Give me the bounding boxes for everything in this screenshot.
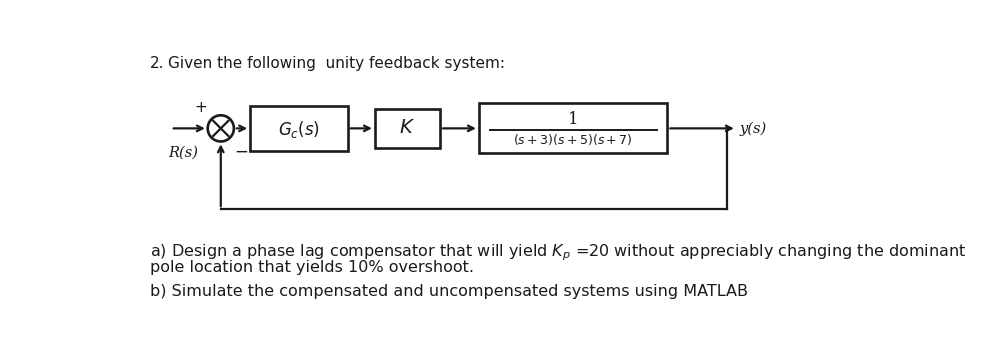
Text: y(s): y(s) [740, 121, 767, 135]
Text: $G_c(s)$: $G_c(s)$ [278, 119, 320, 140]
Text: −: − [235, 143, 249, 161]
Text: b) Simulate the compensated and uncompensated systems using MATLAB: b) Simulate the compensated and uncompen… [150, 284, 748, 299]
Text: 2.: 2. [150, 56, 164, 71]
Text: $(s+3)(s+5)(s+7)$: $(s+3)(s+5)(s+7)$ [514, 132, 632, 147]
Text: +: + [194, 99, 206, 115]
Text: pole location that yields 10% overshoot.: pole location that yields 10% overshoot. [150, 260, 474, 275]
Bar [250, 106, 347, 151]
Text: $K$: $K$ [400, 119, 416, 137]
Bar [478, 103, 668, 153]
Text: R(s): R(s) [168, 145, 198, 159]
Text: a) Design a phase lag compensator that will yield $K_p$ =20 without appreciably : a) Design a phase lag compensator that w… [150, 242, 966, 263]
Text: Given the following  unity feedback system:: Given the following unity feedback syste… [168, 56, 506, 71]
Bar [375, 109, 440, 148]
Text: 1: 1 [568, 111, 578, 128]
